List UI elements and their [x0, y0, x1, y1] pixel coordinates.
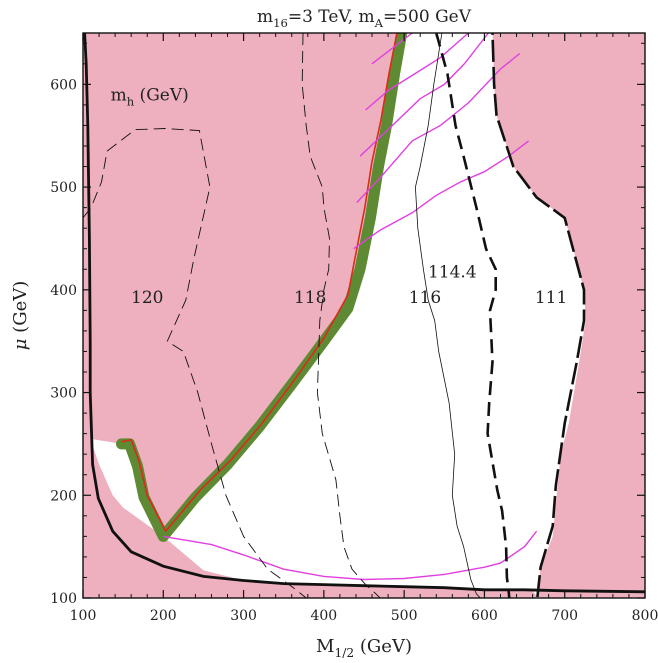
y-tick-label: 600: [50, 77, 77, 93]
contour-label: 118: [294, 288, 326, 308]
magenta-line-2: [356, 52, 521, 203]
contour-120: [83, 128, 307, 598]
plot-frame: [82, 32, 646, 599]
y-tick-label: 500: [50, 180, 77, 196]
chart-title: m16=3 TeV, mA=500 GeV: [257, 7, 472, 30]
y-tick-label: 100: [50, 591, 77, 607]
x-tick-label: 300: [230, 608, 257, 624]
red-edge-line: [121, 33, 398, 533]
x-tick-label: 600: [471, 608, 498, 624]
y-axis-title: μ (GeV): [10, 281, 31, 351]
x-tick-label: 400: [310, 608, 337, 624]
plot-area: [83, 33, 645, 598]
contour-label: 120: [131, 288, 163, 308]
magenta-line-5: [371, 33, 413, 65]
x-tick-label: 100: [70, 608, 97, 624]
x-tick-label: 500: [391, 608, 418, 624]
excluded-region-left: [83, 33, 495, 598]
contour-114-4: [435, 33, 511, 598]
contour-118: [301, 33, 381, 598]
x-axis-title: M1/2 (GeV): [316, 636, 412, 660]
x-tick-label: 200: [150, 608, 177, 624]
y-tick-label: 400: [50, 283, 77, 299]
magenta-line-4: [365, 33, 469, 111]
allowed-region: [90, 33, 584, 597]
boundary-111: [491, 33, 586, 598]
magenta-line-3: [359, 33, 489, 157]
y-tick-label: 200: [50, 488, 77, 504]
excluded-region-bottom: [83, 33, 645, 598]
x-tick-label: 700: [551, 608, 578, 624]
contour-116: [414, 33, 481, 598]
excluded-region-right: [492, 33, 645, 598]
magenta-line-1: [353, 140, 530, 250]
magenta-line-0: [163, 530, 538, 581]
contour-label: 111: [535, 288, 567, 308]
y-tick-label: 300: [50, 386, 77, 402]
contour-label: 116: [409, 288, 441, 308]
mh-annotation: mh (GeV): [111, 86, 189, 109]
x-tick-label: 800: [632, 608, 658, 624]
contour-label: 114.4: [428, 262, 477, 282]
